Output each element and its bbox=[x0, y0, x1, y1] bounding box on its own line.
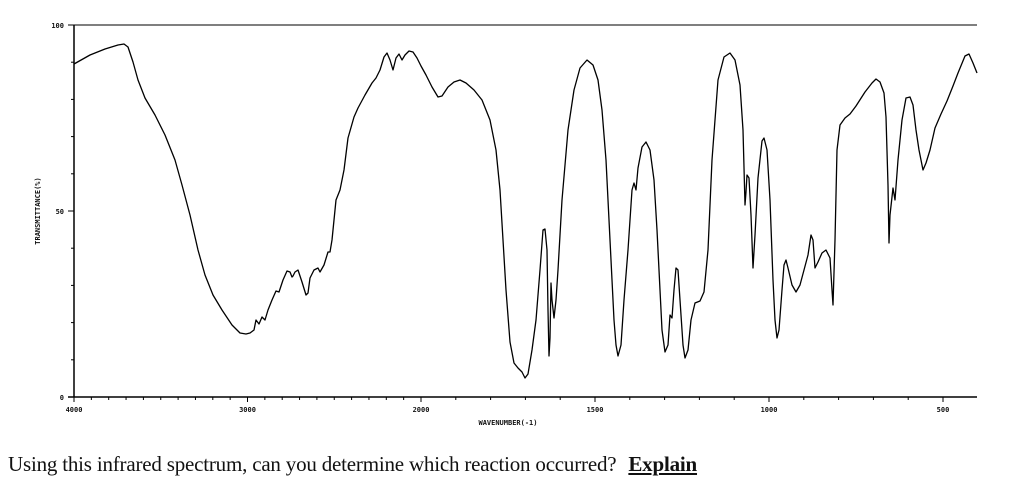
y-tick-label: 100 bbox=[51, 22, 64, 30]
y-tick-labels: 0 50 100 bbox=[51, 22, 64, 402]
explain-emphasis: Explain bbox=[628, 452, 698, 476]
x-tick-label: 500 bbox=[937, 406, 950, 414]
x-tick-label: 2000 bbox=[413, 406, 430, 414]
x-tick-labels: 4000 3000 2000 1500 1000 500 bbox=[66, 406, 950, 414]
y-axis-title: TRANSMITTANCE(%) bbox=[34, 177, 42, 244]
ir-spectrum-chart: 0 50 100 4000 3000 2000 1500 1000 500 WAVENUMBE… bbox=[34, 22, 978, 427]
y-ticks bbox=[68, 24, 74, 398]
question-text-block: Using this infrared spectrum, can you de… bbox=[8, 452, 697, 477]
x-axis-title: WAVENUMBER(-1) bbox=[478, 419, 537, 427]
x-ticks bbox=[73, 397, 944, 402]
x-tick-label: 1000 bbox=[761, 406, 778, 414]
spectrum-trace bbox=[73, 43, 978, 379]
y-tick-label: 0 bbox=[60, 394, 64, 402]
x-tick-label: 1500 bbox=[587, 406, 604, 414]
x-tick-label: 4000 bbox=[66, 406, 83, 414]
question-text: Using this infrared spectrum, can you de… bbox=[8, 452, 617, 476]
y-tick-label: 50 bbox=[56, 208, 64, 216]
x-tick-label: 3000 bbox=[239, 406, 256, 414]
